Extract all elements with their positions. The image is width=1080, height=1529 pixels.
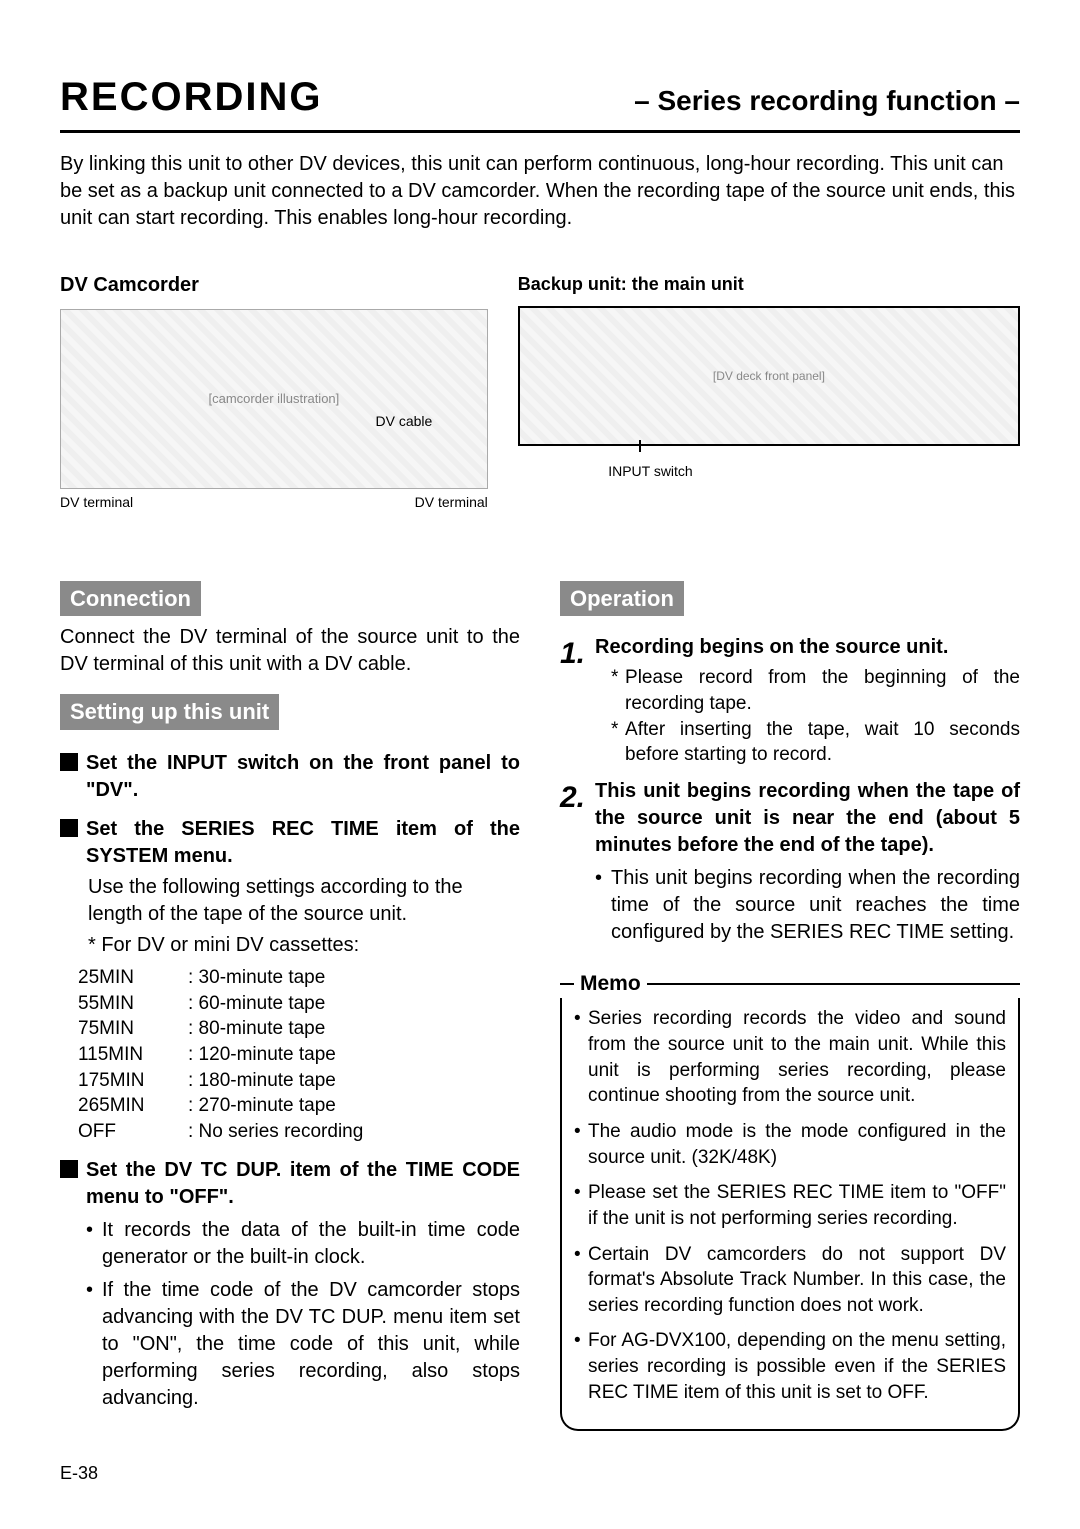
step1-title: Recording begins on the source unit.	[595, 634, 1020, 661]
table-row: 55MIN: 60-minute tape	[78, 991, 520, 1017]
dv-terminal-left-label: DV terminal	[60, 493, 133, 512]
left-column: Connection Connect the DV terminal of th…	[60, 581, 520, 1432]
table-row: 175MIN: 180-minute tape	[78, 1068, 520, 1094]
star-item: Please record from the beginning of the …	[611, 665, 1020, 716]
rec-time-table: 25MIN: 30-minute tape 55MIN: 60-minute t…	[78, 965, 520, 1144]
table-row: OFF: No series recording	[78, 1119, 520, 1145]
content-columns: Connection Connect the DV terminal of th…	[60, 581, 1020, 1432]
setup-b1: Set the INPUT switch on the front panel …	[86, 750, 520, 804]
square-bullet-icon	[60, 753, 78, 771]
memo-item: Certain DV camcorders do not support DV …	[574, 1242, 1006, 1319]
page-title: RECORDING	[60, 70, 322, 124]
memo-item: Series recording records the video and s…	[574, 1006, 1006, 1109]
memo-item: For AG-DVX100, depending on the menu set…	[574, 1328, 1006, 1405]
list-item: If the time code of the DV camcorder sto…	[86, 1277, 520, 1412]
camcorder-label: DV Camcorder	[60, 272, 488, 299]
dv-terminal-right-label: DV terminal	[415, 493, 488, 512]
list-item: This unit begins recording when the reco…	[595, 865, 1020, 946]
square-bullet-icon	[60, 819, 78, 837]
setup-block-3: Set the DV TC DUP. item of the TIME CODE…	[60, 1157, 520, 1211]
setup-block-2: Set the SERIES REC TIME item of the SYST…	[60, 816, 520, 870]
memo-label: Memo	[574, 970, 647, 998]
deck-illustration: [DV deck front panel]	[518, 306, 1020, 446]
setup-b3-bullets: It records the data of the built-in time…	[86, 1217, 520, 1412]
memo-item: The audio mode is the mode configured in…	[574, 1119, 1006, 1170]
table-row: 115MIN: 120-minute tape	[78, 1042, 520, 1068]
page-number: E-38	[60, 1461, 1020, 1485]
square-bullet-icon	[60, 1160, 78, 1178]
setup-b2-sub: Use the following settings according to …	[88, 874, 520, 928]
table-row: 265MIN: 270-minute tape	[78, 1093, 520, 1119]
operation-step-2: 2. This unit begins recording when the t…	[560, 778, 1020, 952]
setup-tag: Setting up this unit	[60, 694, 279, 730]
diagram-row: DV Camcorder [camcorder illustration] DV…	[60, 272, 1020, 531]
setup-block-1: Set the INPUT switch on the front panel …	[60, 750, 520, 804]
page-header: RECORDING – Series recording function –	[60, 70, 1020, 133]
backup-label: Backup unit: the main unit	[518, 272, 1020, 296]
star-item: After inserting the tape, wait 10 second…	[611, 717, 1020, 768]
setup-b2-note: * For DV or mini DV cassettes:	[88, 932, 520, 959]
step2-title: This unit begins recording when the tape…	[595, 778, 1020, 859]
operation-tag: Operation	[560, 581, 684, 617]
step-number: 1.	[560, 634, 585, 768]
deck-diagram: Backup unit: the main unit [DV deck fron…	[518, 272, 1020, 531]
camcorder-illustration: [camcorder illustration]	[60, 309, 488, 489]
table-row: 25MIN: 30-minute tape	[78, 965, 520, 991]
memo-item: Please set the SERIES REC TIME item to "…	[574, 1180, 1006, 1231]
table-row: 75MIN: 80-minute tape	[78, 1016, 520, 1042]
page-subtitle: – Series recording function –	[634, 82, 1020, 120]
memo-title: Memo	[560, 970, 1020, 998]
operation-step-1: 1. Recording begins on the source unit. …	[560, 634, 1020, 768]
connection-tag: Connection	[60, 581, 201, 617]
setup-b3: Set the DV TC DUP. item of the TIME CODE…	[86, 1157, 520, 1211]
connection-text: Connect the DV terminal of the source un…	[60, 624, 520, 678]
step-number: 2.	[560, 778, 585, 952]
step2-bullets: This unit begins recording when the reco…	[595, 865, 1020, 946]
memo-section: Memo Series recording records the video …	[560, 970, 1020, 1431]
memo-box: Series recording records the video and s…	[560, 998, 1020, 1431]
list-item: It records the data of the built-in time…	[86, 1217, 520, 1271]
right-column: Operation 1. Recording begins on the sou…	[560, 581, 1020, 1432]
intro-text: By linking this unit to other DV devices…	[60, 151, 1020, 232]
input-switch-label: INPUT switch	[608, 462, 1020, 481]
step1-stars: Please record from the beginning of the …	[611, 665, 1020, 768]
setup-b2: Set the SERIES REC TIME item of the SYST…	[86, 816, 520, 870]
camcorder-diagram: DV Camcorder [camcorder illustration] DV…	[60, 272, 488, 531]
